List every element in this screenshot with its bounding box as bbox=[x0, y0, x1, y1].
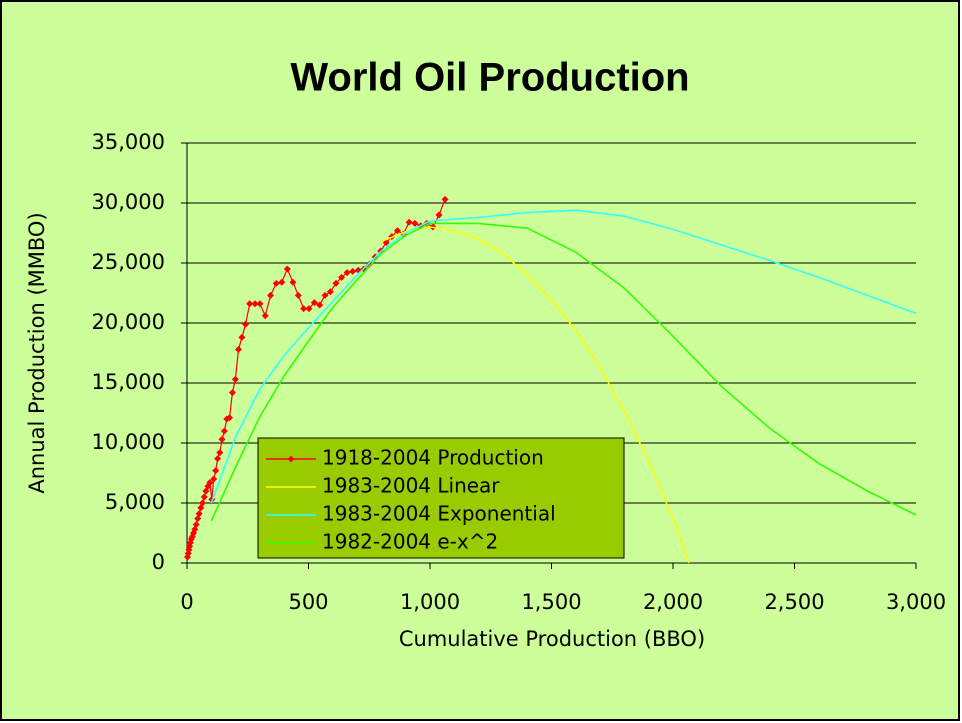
data-point bbox=[365, 260, 373, 268]
data-point bbox=[218, 435, 226, 443]
x-tick-label: 0 bbox=[180, 590, 193, 614]
x-axis-label: Cumulative Production (BBO) bbox=[399, 627, 705, 651]
data-point bbox=[326, 288, 334, 296]
legend-label: 1918-2004 Production bbox=[322, 446, 544, 470]
y-tick-label: 0 bbox=[152, 550, 165, 574]
data-point bbox=[283, 265, 291, 273]
data-point bbox=[294, 291, 302, 299]
data-point bbox=[228, 389, 236, 397]
x-tick-label: 1,500 bbox=[521, 590, 581, 614]
data-point bbox=[192, 521, 200, 529]
legend-box bbox=[257, 437, 625, 559]
x-tick-label: 500 bbox=[288, 590, 328, 614]
data-point bbox=[305, 305, 313, 313]
data-point bbox=[310, 299, 318, 307]
data-point bbox=[212, 467, 220, 475]
data-point bbox=[289, 278, 297, 286]
legend-label: 1983-2004 Exponential bbox=[322, 502, 556, 526]
data-point bbox=[349, 267, 357, 275]
data-point bbox=[226, 414, 234, 422]
chart-title: World Oil Production bbox=[290, 56, 689, 100]
data-point bbox=[216, 449, 224, 457]
data-point bbox=[321, 291, 329, 299]
data-point bbox=[251, 300, 259, 308]
data-point bbox=[272, 279, 280, 287]
y-tick-label: 20,000 bbox=[92, 310, 165, 334]
y-tick-label: 10,000 bbox=[92, 430, 165, 454]
data-point bbox=[261, 312, 269, 320]
series-line bbox=[381, 226, 690, 564]
data-point bbox=[238, 333, 246, 341]
data-point bbox=[338, 273, 346, 281]
series-line bbox=[210, 209, 917, 504]
y-tick-label: 30,000 bbox=[92, 190, 165, 214]
legend-marker bbox=[287, 455, 295, 463]
data-point bbox=[210, 475, 218, 483]
data-point bbox=[278, 278, 286, 286]
x-tick-label: 2,500 bbox=[764, 590, 824, 614]
data-point bbox=[411, 219, 419, 227]
y-tick-label: 35,000 bbox=[92, 130, 165, 154]
data-point bbox=[441, 195, 449, 203]
data-point bbox=[316, 301, 324, 309]
y-tick-label: 5,000 bbox=[105, 490, 165, 514]
data-point bbox=[405, 218, 413, 226]
data-point bbox=[332, 279, 340, 287]
data-point bbox=[200, 493, 208, 501]
data-point bbox=[267, 291, 275, 299]
series-line bbox=[210, 222, 917, 522]
data-point bbox=[199, 499, 207, 507]
data-point bbox=[343, 269, 351, 277]
data-point bbox=[256, 300, 264, 308]
data-point bbox=[214, 455, 222, 463]
data-point bbox=[300, 305, 308, 313]
legend-label: 1983-2004 Linear bbox=[322, 474, 500, 498]
data-point bbox=[206, 479, 214, 487]
data-point bbox=[246, 300, 254, 308]
x-tick-label: 2,000 bbox=[643, 590, 703, 614]
data-point bbox=[435, 211, 443, 219]
data-point bbox=[393, 227, 401, 235]
y-tick-label: 15,000 bbox=[92, 370, 165, 394]
legend-label: 1982-2004 e-x^2 bbox=[322, 530, 498, 554]
data-point bbox=[242, 320, 250, 328]
data-point bbox=[235, 345, 243, 353]
y-axis-label: Annual Production (MMBO) bbox=[25, 212, 49, 493]
x-tick-label: 3,000 bbox=[886, 590, 946, 614]
x-tick-label: 1,000 bbox=[400, 590, 460, 614]
data-point bbox=[231, 375, 239, 383]
data-point bbox=[220, 427, 228, 435]
data-point bbox=[195, 510, 203, 518]
y-tick-label: 25,000 bbox=[92, 250, 165, 274]
